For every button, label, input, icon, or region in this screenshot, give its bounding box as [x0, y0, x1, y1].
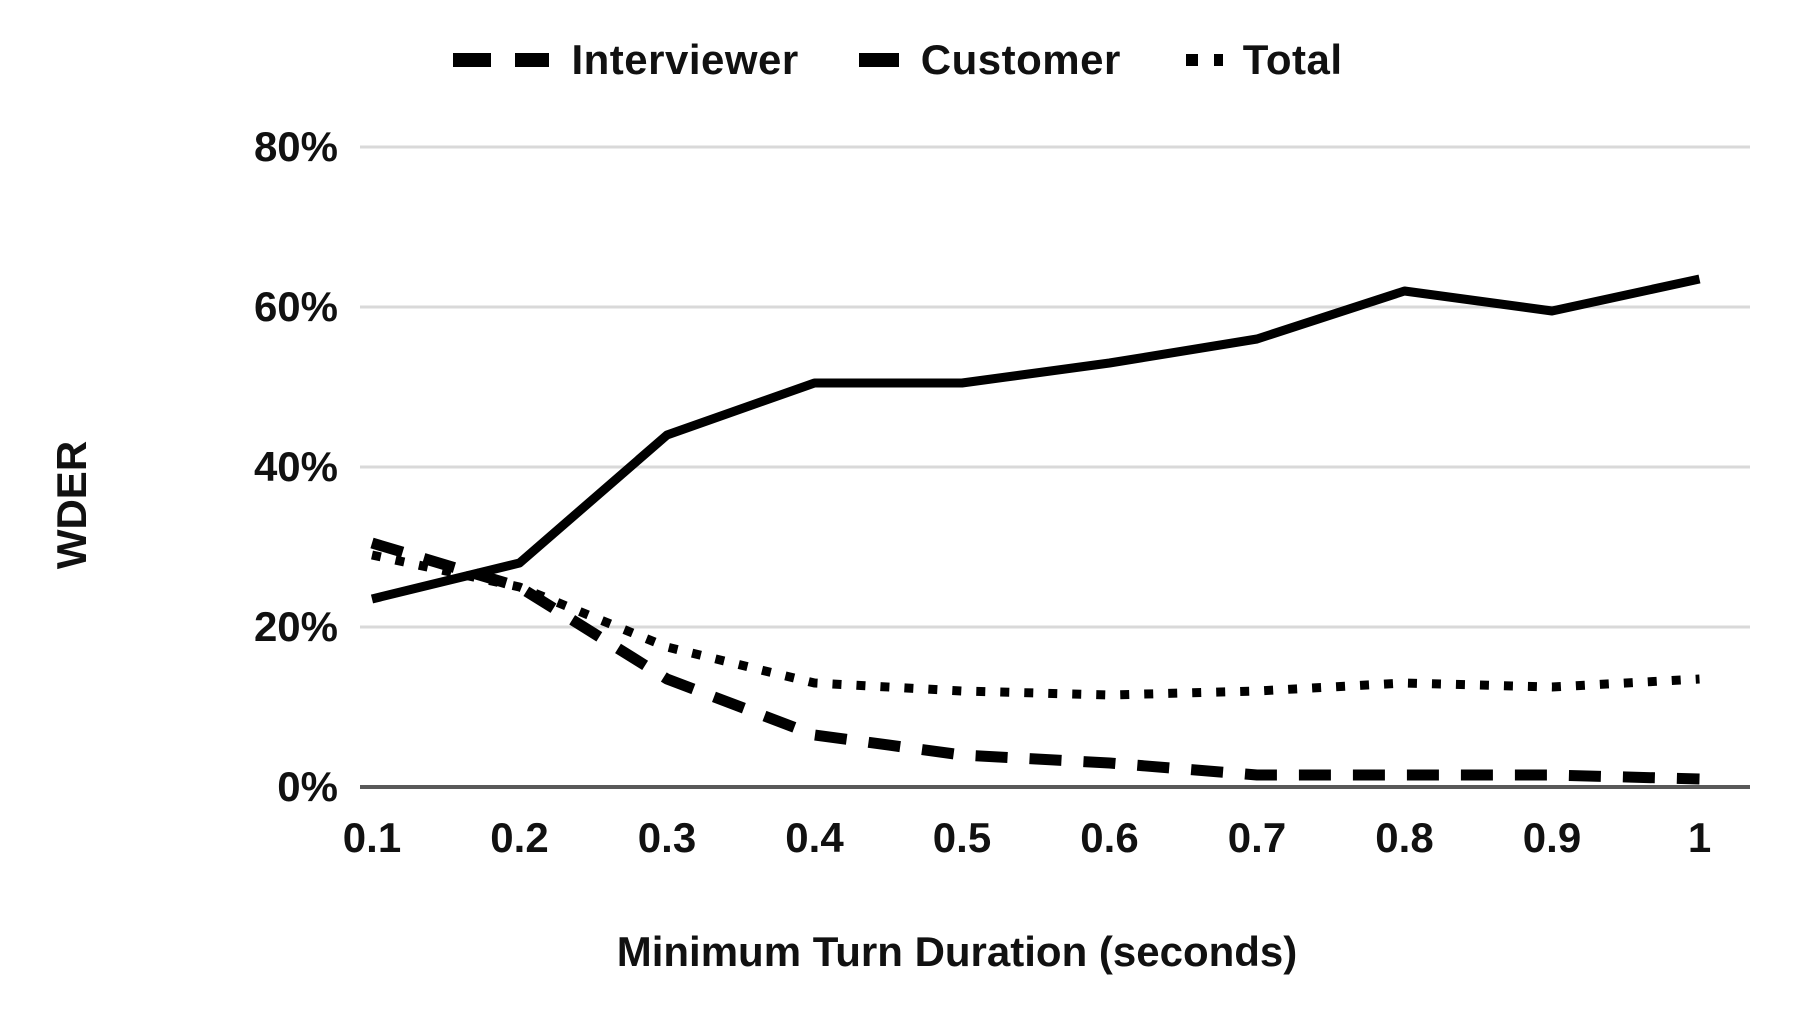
- y-tick-label: 40%: [254, 443, 338, 490]
- legend-item-total: Total: [1179, 36, 1343, 84]
- series-line-customer: [370, 274, 1701, 604]
- x-tick-label: 0.5: [933, 814, 991, 861]
- legend-item-interviewer: Interviewer: [451, 36, 798, 84]
- dotted-line-icon: [1179, 50, 1223, 70]
- chart-legend: Interviewer Customer Total: [0, 36, 1794, 84]
- x-tick-label: 0.9: [1523, 814, 1581, 861]
- solid-line-icon: [857, 50, 901, 70]
- y-tick-label: 0%: [277, 763, 338, 810]
- y-axis-title: WDER: [48, 440, 95, 570]
- y-tick-label: 20%: [254, 603, 338, 650]
- legend-item-customer: Customer: [857, 36, 1121, 84]
- series-line-interviewer: [370, 537, 1700, 785]
- x-tick-label: 0.3: [638, 814, 696, 861]
- x-tick-label: 0.8: [1375, 814, 1433, 861]
- x-tick-label: 0.6: [1080, 814, 1138, 861]
- x-tick-label: 0.7: [1228, 814, 1286, 861]
- y-tick-label: 60%: [254, 283, 338, 330]
- x-tick-label: 0.1: [343, 814, 401, 861]
- legend-label: Interviewer: [571, 36, 799, 83]
- y-tick-label: 80%: [254, 123, 338, 170]
- legend-label: Total: [1242, 36, 1343, 83]
- x-axis-title-text: Minimum Turn Duration (seconds): [616, 928, 1298, 975]
- legend-label: Customer: [920, 36, 1121, 83]
- x-tick-label: 0.4: [785, 814, 844, 861]
- long-dash-line-icon: [451, 50, 551, 70]
- x-tick-label: 0.2: [490, 814, 548, 861]
- x-tick-label: 1: [1688, 814, 1711, 861]
- x-axis-title: Minimum Turn Duration (seconds): [0, 928, 1794, 976]
